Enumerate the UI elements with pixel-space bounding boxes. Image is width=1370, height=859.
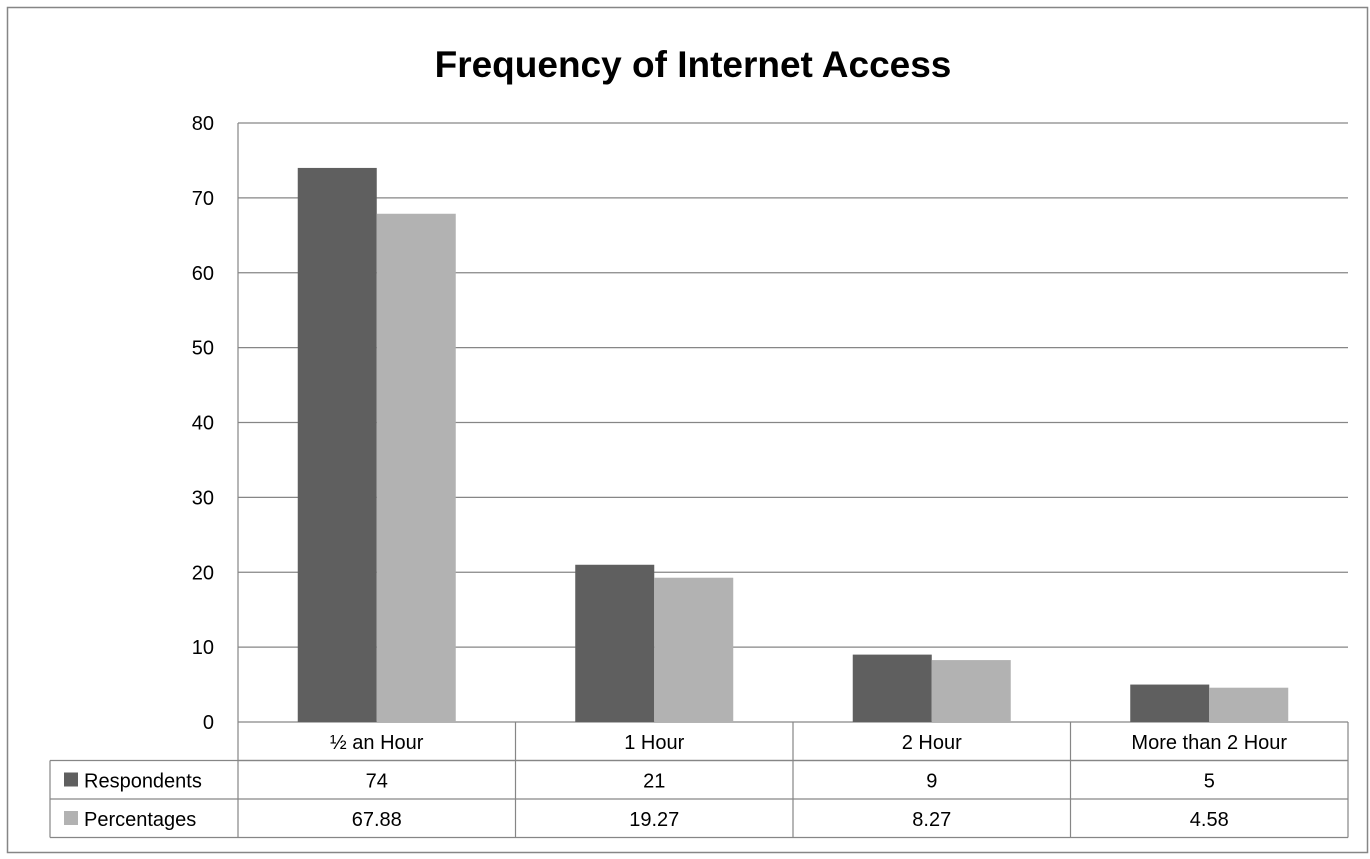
y-tick-label: 70 [192,188,214,210]
bar-percentages-0 [376,213,456,722]
bar-respondents-3 [1130,684,1210,722]
y-tick-label: 60 [192,263,214,285]
data-label-respondents: 74 [366,771,388,793]
bar-percentages-1 [654,577,734,722]
bar-percentages-3 [1209,687,1289,722]
y-tick-label: 80 [192,113,214,135]
x-category-label: 2 Hour [902,732,962,754]
data-table: ½ an Hour 1 Hour 2 Hour More than 2 Hour Res… [49,123,1349,839]
x-category-label: 1 Hour [624,732,684,754]
data-label-respondents: 9 [926,771,937,793]
data-label-respondents: 5 [1204,771,1215,793]
bars [297,167,1289,723]
legend-key-respondents [64,772,78,787]
y-tick-label: 50 [192,338,214,360]
y-tick-label: 20 [192,562,214,584]
legend-label-percentages: Percentages [84,809,196,831]
legend-label-respondents: Respondents [84,771,202,793]
y-axis-ticks: 0 10 20 30 40 50 60 70 80 [192,113,214,734]
data-label-percentages: 8.27 [912,809,951,831]
data-label-percentages: 67.88 [352,809,402,831]
data-label-percentages: 19.27 [629,809,679,831]
x-category-label: More than 2 Hour [1131,732,1287,754]
y-tick-label: 10 [192,637,214,659]
chart-title: Frequency of Internet Access [435,44,952,85]
y-tick-label: 0 [203,712,214,734]
legend-key-percentages [64,811,78,825]
y-tick-label: 40 [192,413,214,435]
bar-respondents-1 [575,564,655,722]
data-label-respondents: 21 [643,771,665,793]
data-label-percentages: 4.58 [1190,809,1229,831]
x-category-label: ½ an Hour [330,732,424,754]
bar-respondents-2 [852,654,932,722]
y-tick-label: 30 [192,487,214,509]
bar-percentages-2 [931,660,1011,722]
bar-respondents-0 [297,167,377,723]
